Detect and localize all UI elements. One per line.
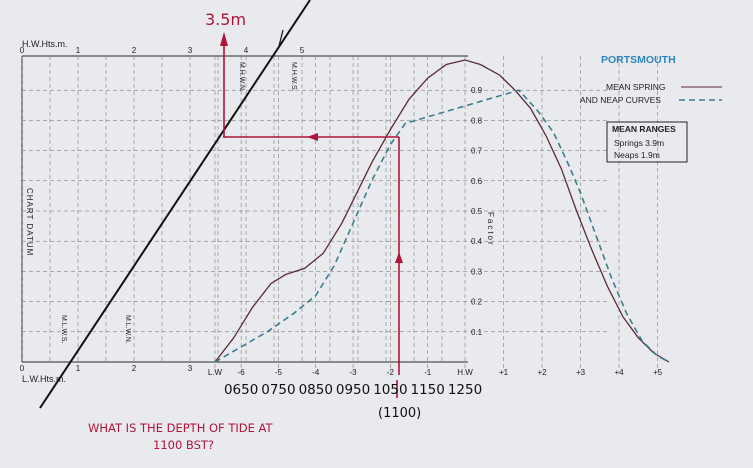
- factor-tick: 0.8: [471, 116, 483, 125]
- question-line-2: 1100 BST?: [153, 438, 214, 452]
- factor-tick: 0.9: [471, 86, 483, 95]
- chart-datum-label: CHART DATUM: [25, 188, 34, 256]
- time-tick: +4: [614, 368, 624, 377]
- mean-ranges-box: [606, 121, 688, 163]
- height-result-label: 3.5m: [205, 10, 246, 29]
- time-tick: L.W: [208, 368, 223, 377]
- hw-heights-label: H.W.Hts.m.: [22, 39, 68, 49]
- height-arrow-head: [220, 32, 228, 46]
- height-scale-frame: [21, 55, 468, 363]
- time-tick: -1: [424, 368, 432, 377]
- time-tick: +5: [653, 368, 663, 377]
- hw-height-tick: 3: [188, 46, 193, 55]
- factor-tick: 0.2: [471, 298, 483, 307]
- lw-height-tick: 2: [132, 364, 137, 373]
- mlwn-label: M.L.W.N.: [124, 315, 131, 344]
- lw-heights-label: L.W.Hts.m.: [22, 374, 66, 384]
- target-time-label: (1100): [378, 406, 421, 421]
- clock-times: 0650 0750 0850 0950 1050 1150 1250: [224, 382, 482, 398]
- clock-time-label: 0750: [261, 382, 295, 398]
- neap-curve: [214, 89, 670, 363]
- time-tick: -5: [275, 368, 283, 377]
- mean-ranges-springs: Springs 3.9m: [614, 138, 664, 148]
- clock-time-label: 1150: [411, 382, 445, 398]
- factor-axis-ticks: 0.1 0.2 0.3 0.4 0.5 0.6 0.7 0.8 0.9: [471, 86, 483, 337]
- time-tick: +1: [499, 368, 509, 377]
- hw-height-tick: 1: [76, 46, 81, 55]
- hw-height-tick: 0: [20, 46, 25, 55]
- time-tick: H.W: [457, 368, 473, 377]
- mhwn-label: M.H.W.N.: [238, 62, 245, 92]
- legend-neap-label: AND NEAP CURVES: [580, 95, 661, 105]
- hw-height-tick: 5: [300, 46, 305, 55]
- time-tick: -6: [238, 368, 246, 377]
- clock-time-label: 0850: [299, 382, 333, 398]
- mlws-label: M.L.W.S.: [60, 315, 67, 343]
- spring-curve: [214, 59, 670, 363]
- time-tick: +2: [537, 368, 547, 377]
- factor-tick: 0.4: [471, 237, 483, 246]
- lw-height-tick: 3: [188, 364, 193, 373]
- factor-tick: 0.3: [471, 267, 483, 276]
- clock-time-label: 1250: [448, 382, 482, 398]
- mhws-label: M.H.W.S.: [290, 62, 297, 92]
- tidal-range-line: [39, 0, 311, 409]
- hw-height-tick: 2: [132, 46, 137, 55]
- factor-tick: 0.6: [471, 177, 483, 186]
- time-tick: -2: [387, 368, 395, 377]
- clock-time-label: 1050: [373, 382, 407, 398]
- lw-height-tick: 0: [20, 364, 25, 373]
- range-line-marker: [278, 29, 284, 47]
- left-arrow-head: [307, 133, 318, 141]
- mean-ranges-neaps: Neaps 1.9m: [614, 150, 660, 160]
- time-tick: +3: [576, 368, 586, 377]
- time-axis-ticks: L.W -6 -5 -4 -3 -2 -1 H.W +1 +2 +3 +4 +5: [208, 368, 663, 377]
- legend-spring-label: MEAN SPRING: [606, 82, 666, 92]
- mean-ranges-title: MEAN RANGES: [612, 124, 676, 134]
- up-arrow-head: [395, 252, 403, 263]
- clock-time-label: 0950: [336, 382, 370, 398]
- time-tick: -4: [312, 368, 320, 377]
- chart-title: PORTSMOUTH: [601, 54, 676, 66]
- factor-tick: 0.7: [471, 147, 483, 156]
- hw-height-tick: 4: [244, 46, 249, 55]
- height-axis-ticks: 0 0 1 1 2 2 3 3 4 5: [20, 46, 305, 373]
- question-line-1: WHAT IS THE DEPTH OF TIDE AT: [88, 421, 273, 435]
- chart-grid: [21, 56, 658, 372]
- clock-time-label: 0650: [224, 382, 258, 398]
- factor-axis-label: Factor: [486, 212, 495, 247]
- time-tick: -3: [349, 368, 357, 377]
- factor-tick: 0.5: [471, 207, 483, 216]
- lw-height-tick: 1: [76, 364, 81, 373]
- factor-tick: 0.1: [471, 328, 483, 337]
